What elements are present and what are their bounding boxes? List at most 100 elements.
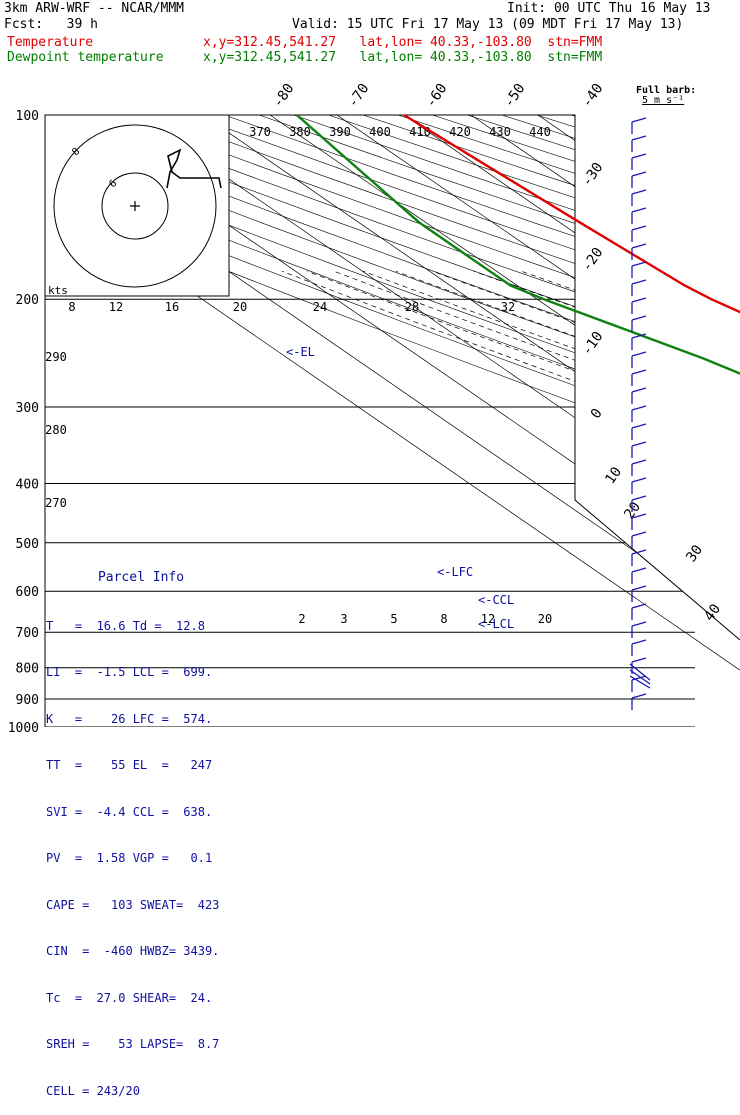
theta-e-label: 380 [289, 125, 311, 139]
wind-barb-icon [632, 604, 646, 620]
wind-barb-icon [632, 442, 646, 458]
wind-barb-icon [632, 118, 646, 134]
model-title: 3km ARW-WRF -- NCAR/MMM [4, 2, 184, 16]
dry-adiabat [467, 115, 740, 740]
annotations: <-EL<-LFC<-CCL<-LCL [286, 345, 514, 631]
isotherm-tick-label: -50 [501, 81, 529, 111]
barb-stroke [632, 694, 646, 710]
barb-stroke [632, 316, 646, 332]
barb-stroke [632, 226, 646, 242]
dry-adiabat [398, 115, 740, 740]
dry-adiabat [259, 115, 740, 740]
isotherm-line [203, 115, 740, 740]
level-annotation: <-LCL [478, 617, 514, 631]
barb-stroke [632, 442, 646, 458]
speed-scale-label: 24 [313, 300, 327, 314]
isotherm-line [672, 115, 740, 740]
speed-scale-label: 12 [109, 300, 123, 314]
moist-adiabat [363, 271, 740, 740]
wind-barb-icon [632, 532, 646, 548]
barb-stroke [632, 622, 646, 638]
barb-stroke [632, 352, 646, 368]
barb-stroke [632, 118, 646, 134]
theta-label: 270 [45, 496, 67, 510]
isotherm-tick-label: 20 [621, 499, 644, 522]
speed-scale-label: 16 [165, 300, 179, 314]
dewpoint-location: x,y=312.45,541.27 lat,lon= 40.33,-103.80… [203, 51, 602, 65]
isotherm-line [337, 115, 740, 740]
barb-key-value: 5 m s⁻¹ [642, 96, 684, 106]
wind-barb-icon [632, 298, 646, 314]
theta-e-label: 400 [369, 125, 391, 139]
parcel-row: TT = 55 EL = 247 [46, 758, 236, 774]
barb-stroke [632, 172, 646, 188]
dewpoint-series-line [297, 115, 740, 684]
moist-adiabat [334, 271, 740, 740]
temperature-legend: Temperature [7, 36, 93, 50]
wind-barb-icon [632, 478, 646, 494]
barb-stroke [632, 586, 646, 602]
wind-barb-icon [632, 352, 646, 368]
barb-stroke [632, 208, 646, 224]
theta-e-label: 430 [489, 125, 511, 139]
moist-adiabat [282, 271, 740, 740]
isotherm-tick-label: -80 [270, 81, 298, 111]
wind-barb-icon [632, 172, 646, 188]
dry-adiabat [571, 115, 740, 740]
pressure-tick-label: 300 [16, 401, 39, 416]
speed-scale-label: 28 [405, 300, 419, 314]
isotherm-tick-label: -20 [579, 245, 607, 275]
pressure-tick-label: 1000 [8, 721, 39, 736]
pressure-tick-label: 200 [16, 293, 39, 308]
barb-stroke [632, 406, 646, 422]
parcel-row: Tc = 27.0 SHEAR= 24. [46, 991, 236, 1007]
barb-stroke [632, 262, 646, 278]
hodograph-unit-label: kts [48, 284, 68, 297]
dry-adiabat [294, 115, 740, 740]
parcel-row: CELL = 243/20 [46, 1084, 236, 1100]
wind-barb-icon [632, 316, 646, 332]
theta-e-label: 410 [409, 125, 431, 139]
mixing-ratio-label: 3 [340, 612, 347, 626]
wind-barb-icon [632, 424, 646, 440]
barb-stroke [632, 568, 646, 584]
mixing-ratio-label: 20 [538, 612, 552, 626]
wind-barb-icon [632, 136, 646, 152]
level-annotation: <-EL [286, 345, 315, 359]
barb-stroke [632, 298, 646, 314]
temperature-location: x,y=312.45,541.27 lat,lon= 40.33,-103.80… [203, 36, 602, 50]
barb-stroke [632, 136, 646, 152]
speed-scale-label: 32 [501, 300, 515, 314]
theta-label: 290 [45, 350, 67, 364]
isotherm-tick-label: 30 [683, 542, 706, 565]
wind-barb-icon [632, 694, 646, 710]
parcel-row: T = 16.6 Td = 12.8 [46, 619, 236, 635]
isotherm-tick-label: 0 [588, 406, 606, 422]
wind-barb-icon [632, 622, 646, 638]
pressure-tick-label: 100 [16, 109, 39, 124]
theta-e-label: 420 [449, 125, 471, 139]
level-annotation: <-LFC [437, 565, 473, 579]
speed-scale-label: 20 [233, 300, 247, 314]
mixing-ratio-label: 2 [298, 612, 305, 626]
barb-stroke [632, 154, 646, 170]
temperature-series-line [404, 115, 740, 684]
dewpoint-legend: Dewpoint temperature [7, 51, 164, 65]
dry-adiabat [432, 115, 740, 740]
wind-barb-icon [632, 280, 646, 296]
wind-barb-icon [632, 208, 646, 224]
barb-stroke [632, 370, 646, 386]
isotherm-tick-label: 10 [602, 464, 625, 487]
wind-barb-icon [632, 154, 646, 170]
theta-e-label: 440 [529, 125, 551, 139]
mixing-ratio-label: 8 [440, 612, 447, 626]
series-group [297, 115, 740, 684]
parcel-info-title: Parcel Info [46, 570, 236, 586]
barb-stroke [632, 424, 646, 440]
isotherm-tick-label: 40 [701, 601, 724, 624]
wind-barb-icon [632, 226, 646, 242]
parcel-row: K = 26 LFC = 574. [46, 712, 236, 728]
theta-e-label: 390 [329, 125, 351, 139]
dry-adiabat [363, 115, 740, 740]
